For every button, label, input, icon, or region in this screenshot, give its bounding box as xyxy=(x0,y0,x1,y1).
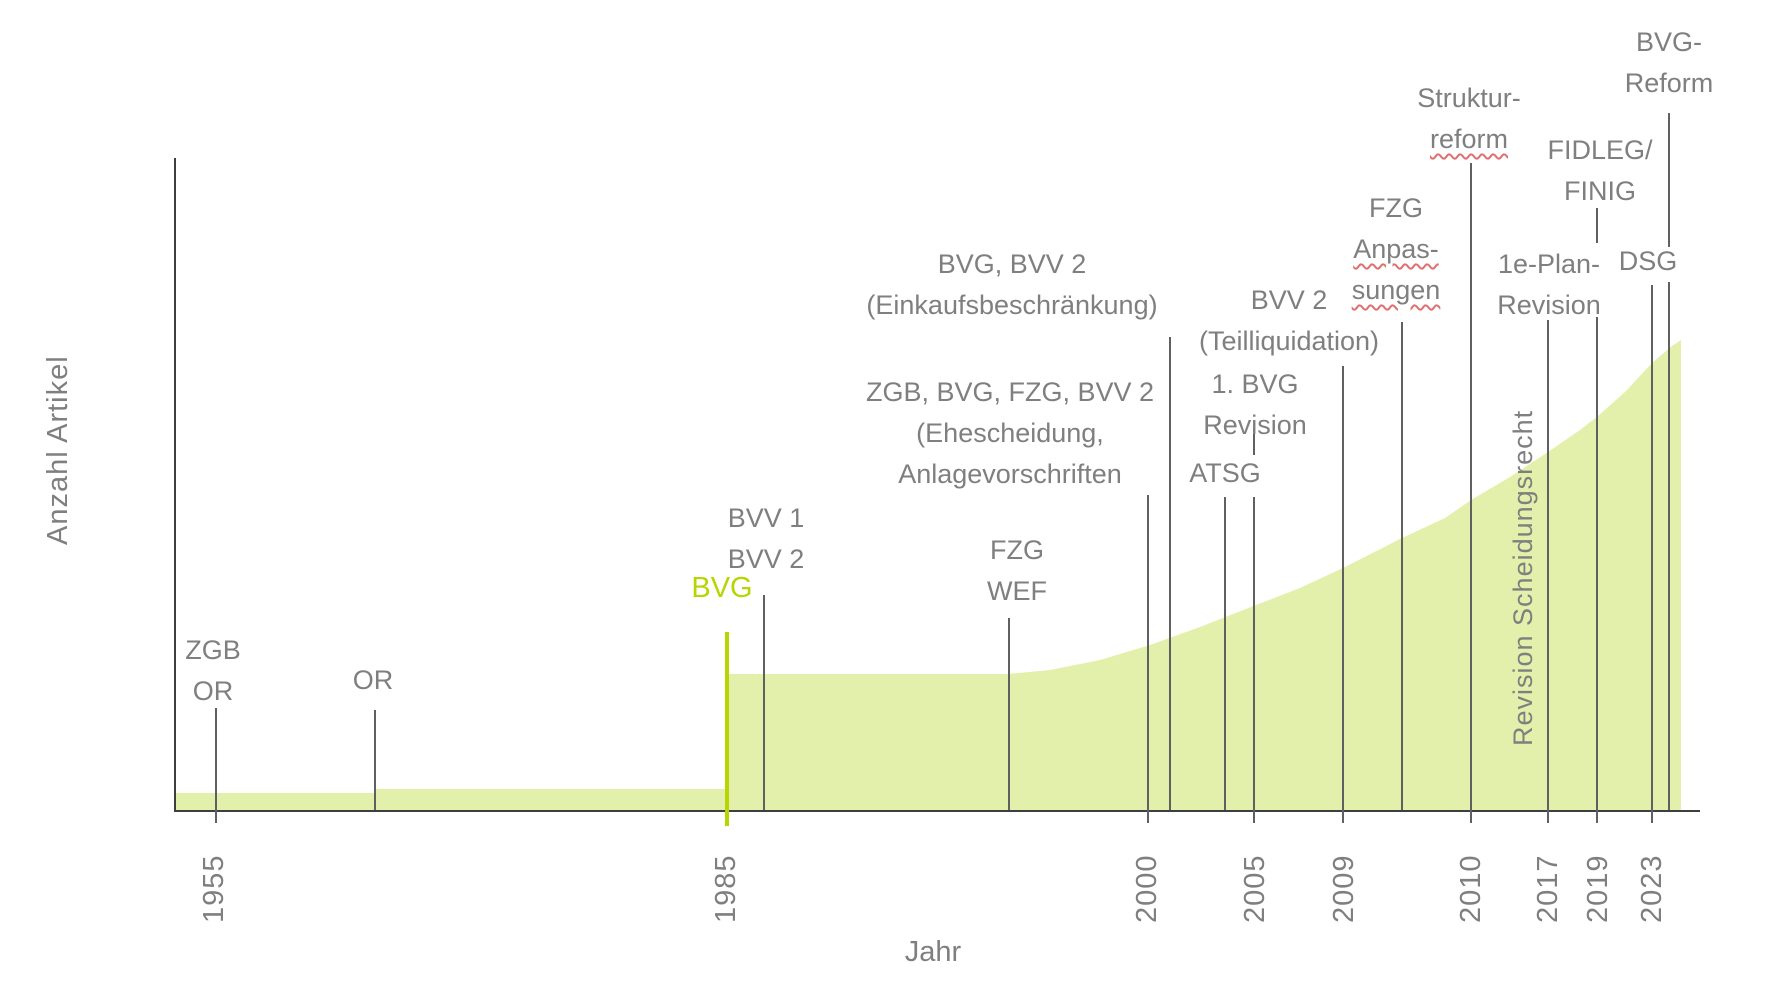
label-revision-scheidungsrecht: Revision Scheidungsrecht xyxy=(1508,409,1538,746)
label-1e-plan-revision: 1e-Plan- Revision xyxy=(1497,244,1601,326)
label-dsg: DSG xyxy=(1619,241,1678,282)
x-tick-1985: 1985 xyxy=(710,854,742,923)
label-fzg-anpassungen: FZG Anpas- sungen xyxy=(1352,188,1441,311)
marker-line-ehescheidung xyxy=(1147,495,1149,823)
x-tick-1955: 1955 xyxy=(198,854,230,923)
y-axis xyxy=(174,158,176,810)
marker-line-teilliquidation xyxy=(1342,366,1344,823)
label-fzg-anpassungen-line1: FZG xyxy=(1369,193,1423,223)
label-zgb-or-line2: OR xyxy=(192,676,234,706)
x-axis xyxy=(174,810,1700,812)
label-fidleg-finig: FIDLEG/ FINIG xyxy=(1547,130,1652,212)
marker-line-einkaufsbeschraenkung xyxy=(1169,337,1171,810)
label-strukturreform-line2: reform xyxy=(1429,124,1508,154)
label-1e-plan-line1: 1e-Plan- xyxy=(1497,249,1601,279)
marker-line-or xyxy=(374,710,376,810)
label-bvg-revision-line2: Revision xyxy=(1203,410,1307,440)
label-einkauf-line2: (Einkaufsbeschränkung) xyxy=(866,290,1158,320)
x-axis-title-text: Jahr xyxy=(904,936,962,968)
label-einkauf-line1: BVG, BVV 2 xyxy=(937,249,1087,279)
y-axis-title: Anzahl Artikel xyxy=(42,355,74,545)
marker-line-bvg-reform-lower xyxy=(1668,282,1670,810)
marker-line-dsg xyxy=(1651,285,1653,823)
marker-line-strukturreform xyxy=(1470,163,1472,823)
label-fidleg-line1: FIDLEG/ xyxy=(1547,135,1653,165)
label-bvg-reform-line1: BVG- xyxy=(1635,27,1703,57)
x-tick-2005: 2005 xyxy=(1239,854,1271,923)
label-or: OR xyxy=(353,660,394,701)
label-bvv-line1: BVV 1 xyxy=(727,503,805,533)
label-bvg-reform: BVG- Reform xyxy=(1625,22,1714,104)
label-atsg-line1: ATSG xyxy=(1189,458,1261,488)
marker-line-atsg xyxy=(1224,497,1226,810)
marker-line-bvg-green xyxy=(725,632,729,826)
marker-connector-bvg-revision xyxy=(1253,428,1255,455)
label-fzg-anpassungen-line3: sungen xyxy=(1351,275,1441,305)
label-bvg-line1: BVG xyxy=(691,572,753,604)
label-bvv: BVV 1 BVV 2 xyxy=(728,498,805,580)
marker-line-fzg-wef xyxy=(1008,618,1010,810)
x-tick-2009: 2009 xyxy=(1328,854,1360,923)
label-fzg-wef-line2: WEF xyxy=(987,576,1047,606)
x-tick-2010: 2010 xyxy=(1455,854,1487,923)
label-strukturreform-line1: Struktur- xyxy=(1417,83,1521,113)
label-or-line1: OR xyxy=(352,665,394,695)
x-axis-title: Jahr xyxy=(905,932,961,973)
marker-line-fzg-anpassungen xyxy=(1401,322,1403,810)
marker-line-fidleg xyxy=(1596,317,1598,823)
label-bvv-line2: BVV 2 xyxy=(727,544,805,574)
x-tick-2017: 2017 xyxy=(1532,854,1564,923)
label-1e-plan-line2: Revision xyxy=(1497,290,1601,320)
label-fzg-wef-line1: FZG xyxy=(990,535,1044,565)
label-fzg-anpassungen-line2: Anpas- xyxy=(1353,234,1439,264)
label-strukturreform: Struktur- reform xyxy=(1417,78,1521,160)
label-teilliquidation-line1: BVV 2 xyxy=(1250,285,1328,315)
marker-connector-fidleg xyxy=(1596,208,1598,243)
label-zgb-or-line1: ZGB xyxy=(185,635,241,665)
label-ehescheidung-line1: ZGB, BVG, FZG, BVV 2 xyxy=(865,377,1155,407)
marker-line-bvg-revision xyxy=(1253,497,1255,823)
marker-line-bvv xyxy=(763,595,765,810)
area-path xyxy=(174,340,1681,810)
label-zgb-or: ZGB OR xyxy=(185,630,241,712)
label-atsg: ATSG xyxy=(1189,453,1261,494)
label-bvg-reform-line2: Reform xyxy=(1624,68,1714,98)
label-bvg-revision: 1. BVG Revision xyxy=(1203,364,1307,446)
label-teilliquidation-line2: (Teilliquidation) xyxy=(1198,326,1380,356)
marker-line-zgb-or xyxy=(215,708,217,823)
label-dsg-line1: DSG xyxy=(1618,246,1678,276)
label-bvg-revision-line1: 1. BVG xyxy=(1211,369,1299,399)
x-tick-2000: 2000 xyxy=(1131,854,1163,923)
label-einkaufsbeschraenkung: BVG, BVV 2 (Einkaufsbeschränkung) xyxy=(866,244,1157,326)
label-teilliquidation: BVV 2 (Teilliquidation) xyxy=(1199,280,1379,362)
x-tick-2019: 2019 xyxy=(1582,854,1614,923)
label-bvg: BVG xyxy=(691,568,752,609)
label-fzg-wef: FZG WEF xyxy=(987,530,1047,612)
label-ehescheidung: ZGB, BVG, FZG, BVV 2 (Ehescheidung, Anla… xyxy=(866,372,1154,495)
marker-line-bvg-reform-upper xyxy=(1668,113,1670,247)
label-ehescheidung-line2: (Ehescheidung, xyxy=(916,418,1104,448)
label-fidleg-line2: FINIG xyxy=(1564,176,1636,206)
x-tick-2023: 2023 xyxy=(1636,854,1668,923)
marker-line-2017-scheidungsrecht xyxy=(1547,320,1549,823)
label-ehescheidung-line3: Anlagevorschriften xyxy=(898,459,1122,489)
